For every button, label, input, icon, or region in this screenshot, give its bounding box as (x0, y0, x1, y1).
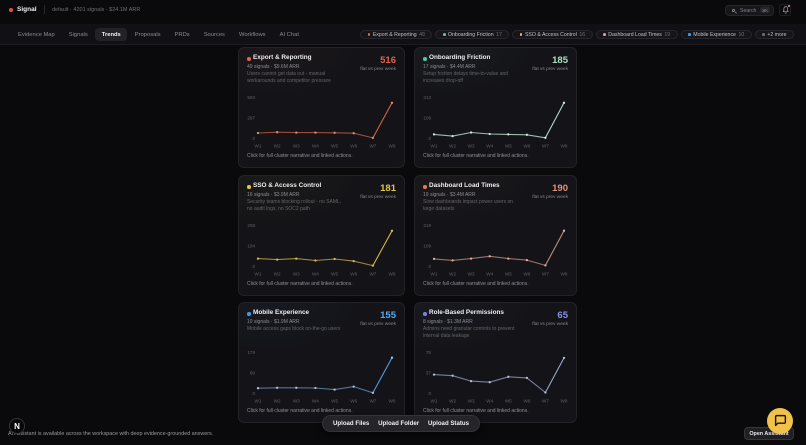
svg-text:W2: W2 (274, 398, 281, 403)
svg-text:W4: W4 (312, 143, 319, 148)
svg-text:104: 104 (247, 243, 255, 248)
svg-text:W6: W6 (523, 271, 530, 276)
svg-text:109: 109 (423, 243, 431, 248)
svg-text:W6: W6 (523, 143, 530, 148)
svg-text:W4: W4 (486, 143, 493, 148)
svg-text:W1: W1 (255, 271, 262, 276)
svg-text:W4: W4 (486, 271, 493, 276)
svg-text:W2: W2 (449, 271, 456, 276)
svg-text:W4: W4 (312, 398, 319, 403)
svg-text:W8: W8 (389, 398, 396, 403)
svg-text:0: 0 (252, 391, 255, 396)
svg-text:W2: W2 (449, 398, 456, 403)
svg-text:W5: W5 (331, 271, 338, 276)
svg-text:593: 593 (247, 95, 255, 100)
svg-text:W1: W1 (255, 143, 262, 148)
svg-text:W5: W5 (505, 271, 512, 276)
svg-text:W7: W7 (542, 398, 549, 403)
svg-text:W2: W2 (449, 143, 456, 148)
svg-text:W8: W8 (561, 143, 568, 148)
svg-text:W7: W7 (369, 398, 376, 403)
svg-text:W5: W5 (505, 398, 512, 403)
svg-text:106: 106 (423, 115, 431, 120)
svg-text:W3: W3 (468, 398, 475, 403)
svg-text:W2: W2 (274, 271, 281, 276)
svg-text:75: 75 (426, 350, 432, 355)
svg-text:W1: W1 (255, 398, 262, 403)
svg-text:W2: W2 (274, 143, 281, 148)
svg-text:W6: W6 (350, 143, 357, 148)
svg-text:W7: W7 (542, 143, 549, 148)
svg-text:W5: W5 (505, 143, 512, 148)
svg-text:W3: W3 (293, 271, 300, 276)
svg-text:0: 0 (428, 136, 431, 141)
svg-text:W8: W8 (389, 143, 396, 148)
svg-text:W3: W3 (468, 143, 475, 148)
svg-text:W3: W3 (293, 143, 300, 148)
svg-text:213: 213 (423, 95, 431, 100)
svg-text:W4: W4 (486, 398, 493, 403)
svg-text:W7: W7 (369, 271, 376, 276)
svg-text:W1: W1 (431, 271, 438, 276)
svg-text:W3: W3 (293, 398, 300, 403)
svg-text:37: 37 (426, 370, 432, 375)
svg-text:0: 0 (252, 136, 255, 141)
svg-text:W5: W5 (331, 398, 338, 403)
svg-text:W8: W8 (561, 271, 568, 276)
svg-text:89: 89 (250, 370, 256, 375)
svg-text:208: 208 (247, 223, 255, 228)
svg-text:W7: W7 (369, 143, 376, 148)
svg-text:0: 0 (428, 264, 431, 269)
svg-text:W3: W3 (468, 271, 475, 276)
svg-text:0: 0 (428, 391, 431, 396)
svg-text:W5: W5 (331, 143, 338, 148)
svg-text:W6: W6 (350, 398, 357, 403)
svg-text:W8: W8 (389, 271, 396, 276)
svg-text:0: 0 (252, 264, 255, 269)
svg-text:W4: W4 (312, 271, 319, 276)
svg-text:178: 178 (247, 350, 255, 355)
svg-text:W7: W7 (542, 271, 549, 276)
svg-text:W6: W6 (523, 398, 530, 403)
svg-text:218: 218 (423, 223, 431, 228)
svg-text:297: 297 (247, 115, 255, 120)
svg-text:W6: W6 (350, 271, 357, 276)
svg-text:W1: W1 (431, 143, 438, 148)
svg-text:W1: W1 (431, 398, 438, 403)
svg-text:W8: W8 (561, 398, 568, 403)
